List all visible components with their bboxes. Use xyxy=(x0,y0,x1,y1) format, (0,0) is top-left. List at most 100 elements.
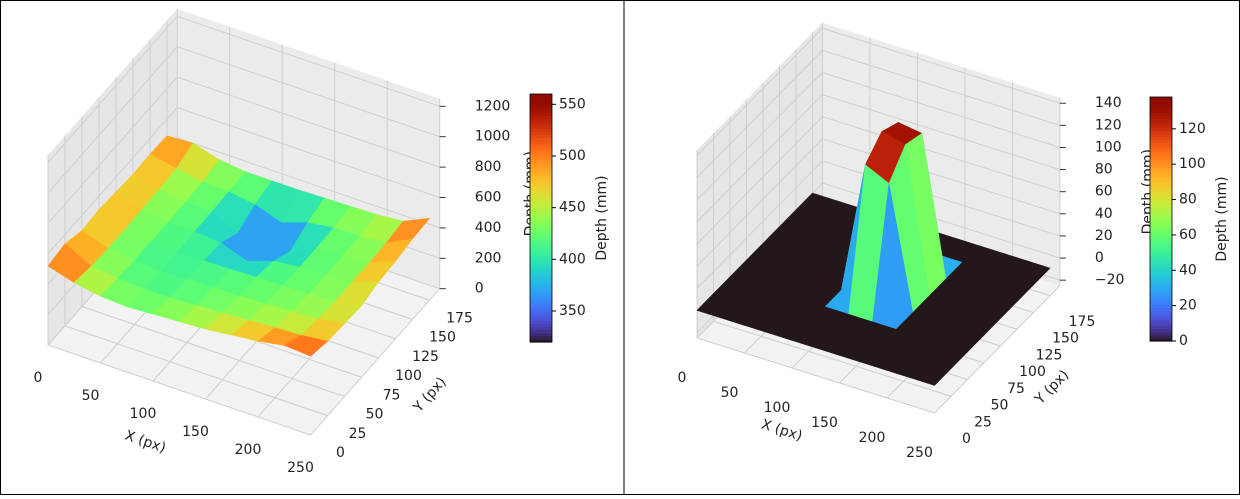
colorbar-slice xyxy=(1150,246,1172,251)
colorbar-slice xyxy=(530,208,552,213)
colorbar-slice xyxy=(530,137,552,142)
colorbar-tick-label: 20 xyxy=(1179,298,1197,314)
colorbar-slice xyxy=(1150,237,1172,241)
surface xyxy=(696,121,1051,386)
colorbar-slice xyxy=(1150,97,1172,101)
y-tick-label: 75 xyxy=(383,387,401,403)
colorbar-slice xyxy=(1150,200,1172,205)
colorbar-slice xyxy=(1150,170,1172,174)
colorbar-slice xyxy=(530,307,552,312)
surface xyxy=(47,135,431,357)
colorbar-slice xyxy=(1150,130,1172,135)
grid-line xyxy=(696,337,935,414)
grid-line xyxy=(822,27,1061,104)
colorbar-slice xyxy=(1150,124,1172,129)
colorbar-slice xyxy=(530,224,552,228)
colorbar-slice xyxy=(1150,127,1172,132)
colorbar-slice xyxy=(530,280,552,284)
colorbar-slice xyxy=(1150,115,1172,119)
colorbar-slice xyxy=(1150,310,1172,315)
colorbar-slice xyxy=(1150,188,1172,193)
grid-line xyxy=(713,320,952,397)
colorbar-slice xyxy=(530,159,552,163)
colorbar-slice xyxy=(530,202,552,207)
colorbar-slice xyxy=(1150,228,1172,232)
colorbar-slice xyxy=(1150,191,1172,196)
colorbar-slice xyxy=(1150,328,1172,333)
colorbar-slice xyxy=(1150,255,1172,260)
x-tick-label: 200 xyxy=(859,430,886,446)
colorbar-slice xyxy=(530,152,552,157)
colorbar-slice xyxy=(530,245,552,250)
y-tick-label: 150 xyxy=(1052,331,1079,347)
colorbar-slice xyxy=(1150,136,1172,141)
colorbar-slice xyxy=(530,261,552,266)
colorbar-slice xyxy=(530,162,552,166)
colorbar-slice xyxy=(530,196,552,200)
colorbar-slice xyxy=(530,227,552,231)
colorbar-tick-label: 550 xyxy=(559,96,586,112)
z-tick-label: 600 xyxy=(475,190,502,206)
colorbar-slice xyxy=(1150,243,1172,248)
colorbar-tick-label: 120 xyxy=(1179,121,1206,137)
grid-line xyxy=(696,72,823,201)
z-tick-label: 20 xyxy=(1095,228,1113,244)
y-tick-label: 150 xyxy=(429,330,456,346)
colorbar-slice xyxy=(1150,206,1172,211)
colorbar-slice xyxy=(530,298,552,303)
colorbar-slice xyxy=(1150,286,1172,290)
z-tick-label: 120 xyxy=(1095,117,1122,133)
y-tick-label: 175 xyxy=(446,310,473,326)
colorbar-slice xyxy=(530,121,552,126)
colorbar-slice xyxy=(1150,194,1172,199)
z-tick-label: 1000 xyxy=(475,129,511,145)
colorbar-tick-label: 100 xyxy=(1179,156,1206,172)
x-tick-label: 150 xyxy=(811,415,838,431)
colorbar-slice xyxy=(530,112,552,117)
grid-line xyxy=(310,288,441,436)
colorbar-slice xyxy=(1150,100,1172,104)
z-tick-label: 100 xyxy=(1095,139,1122,155)
grid-line xyxy=(47,344,311,436)
colorbar-slice xyxy=(1150,212,1172,217)
colorbar-slice xyxy=(1150,173,1172,177)
colorbar-slice xyxy=(530,146,552,151)
grid-line xyxy=(47,15,178,163)
grid-line xyxy=(696,116,823,245)
colorbar-slice xyxy=(1150,112,1172,116)
colorbar-slice xyxy=(530,183,552,188)
colorbar-slice xyxy=(530,211,552,216)
colorbar-slice xyxy=(1150,267,1172,272)
colorbar-slice xyxy=(530,143,552,148)
grid-line xyxy=(81,306,345,397)
y-tick-label: 25 xyxy=(974,414,992,430)
grid-line xyxy=(177,76,440,168)
z-tick-label: 400 xyxy=(475,220,502,236)
y-tick-label: 100 xyxy=(395,368,422,384)
colorbar-slice xyxy=(1150,133,1172,138)
colorbar-frame xyxy=(1149,96,1173,342)
colorbar-slice xyxy=(530,118,552,123)
colorbar-label: Depth (mm) xyxy=(594,175,610,260)
colorbar-slice xyxy=(530,187,552,191)
colorbar-tick-label: 450 xyxy=(559,200,586,216)
colorbar-slice xyxy=(1150,164,1172,168)
colorbar-slice xyxy=(530,326,552,331)
colorbar-slice xyxy=(530,221,552,225)
colorbar-slice xyxy=(1150,197,1172,202)
z-tick-label: 0 xyxy=(1095,250,1104,266)
surface-patch xyxy=(910,360,952,386)
z-tick-label: 200 xyxy=(475,250,502,266)
colorbar-slice xyxy=(530,230,552,235)
colorbar-slice xyxy=(1150,307,1172,312)
grid-line xyxy=(822,116,1061,193)
colorbar-slice xyxy=(530,140,552,145)
colorbar-slice xyxy=(1150,258,1172,263)
colorbar-slice xyxy=(530,115,552,120)
colorbar-slice xyxy=(1150,154,1172,159)
colorbar-slice xyxy=(1150,289,1172,293)
colorbar-slice xyxy=(530,314,552,318)
colorbar-slice xyxy=(530,239,552,244)
